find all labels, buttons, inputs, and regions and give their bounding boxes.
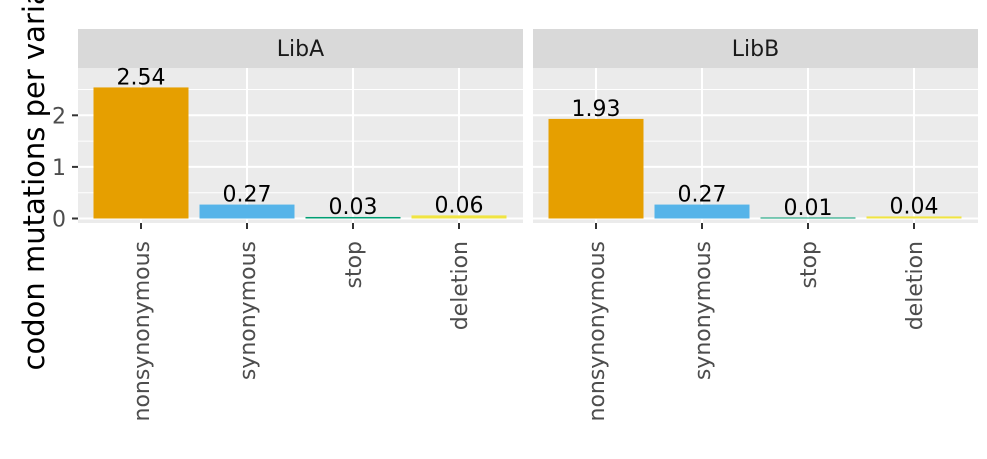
bar-nonsynonymous — [93, 87, 189, 219]
x-tick-label: stop — [797, 241, 822, 289]
facet-strip-label: LibA — [277, 37, 324, 62]
bar-stop — [305, 216, 401, 219]
data-label: 0.03 — [329, 195, 378, 220]
facet-strip-label: LibB — [732, 37, 779, 62]
y-axis: 0 1 2 — [52, 104, 78, 233]
data-label: 0.27 — [678, 183, 727, 208]
data-label: 1.93 — [572, 97, 621, 122]
facet-strip — [78, 29, 523, 68]
y-axis-label: codon mutations per variant — [17, 0, 51, 370]
x-tick-label: nonsynonymous — [130, 241, 155, 422]
x-tick-label: synonymous — [236, 241, 261, 380]
bar-nonsynonymous — [548, 118, 644, 219]
x-tick-label: deletion — [903, 241, 928, 330]
y-tick-label: 1 — [52, 156, 66, 181]
data-label: 0.01 — [784, 196, 833, 221]
bar-deletion — [866, 216, 962, 219]
bar-synonymous — [199, 204, 295, 219]
bar-stop — [760, 217, 856, 219]
y-tick-label: 2 — [52, 104, 66, 129]
facet-strip — [533, 29, 978, 68]
data-label: 0.04 — [890, 194, 939, 219]
facet-panels: LibA 2.54 nonsynonymous 0.27 synonymous 0.03 s… — [78, 29, 978, 422]
x-tick-label: deletion — [448, 241, 473, 330]
facet-panel-libb: LibB 1.93 nonsynonymous 0.27 synonymous 0.01 s… — [533, 29, 978, 422]
facet-panel-liba: LibA 2.54 nonsynonymous 0.27 synonymous 0.03 s… — [78, 29, 523, 422]
data-label: 0.27 — [223, 183, 272, 208]
y-tick-label: 0 — [52, 208, 66, 233]
x-tick-label: stop — [342, 241, 367, 289]
data-label: 0.06 — [435, 193, 484, 218]
data-label: 2.54 — [117, 65, 166, 90]
x-tick-label: nonsynonymous — [585, 241, 610, 422]
bar-deletion — [411, 215, 507, 219]
bar-synonymous — [654, 204, 750, 219]
x-tick-label: synonymous — [691, 241, 716, 380]
